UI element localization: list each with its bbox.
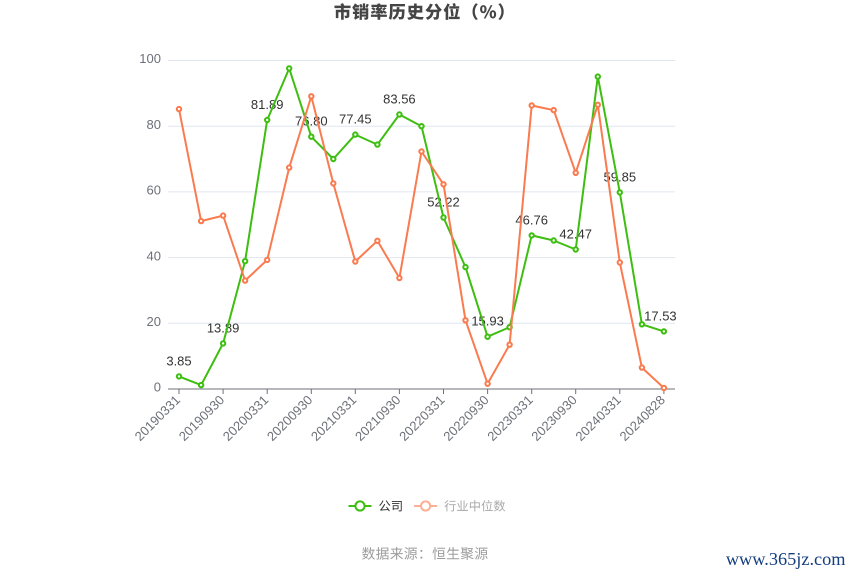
svg-text:60: 60 bbox=[147, 183, 161, 198]
svg-text:46.76: 46.76 bbox=[515, 212, 548, 227]
svg-text:77.45: 77.45 bbox=[339, 112, 372, 127]
svg-text:www.365jz.com: www.365jz.com bbox=[726, 549, 846, 569]
svg-text:13.89: 13.89 bbox=[207, 320, 240, 335]
svg-text:100: 100 bbox=[139, 51, 161, 66]
svg-text:17.53: 17.53 bbox=[644, 308, 677, 323]
svg-text:59.85: 59.85 bbox=[604, 169, 637, 184]
svg-text:52.22: 52.22 bbox=[427, 195, 460, 210]
svg-text:81.89: 81.89 bbox=[251, 97, 284, 112]
svg-text:15.93: 15.93 bbox=[471, 314, 504, 329]
svg-text:40: 40 bbox=[147, 248, 161, 263]
svg-text:20: 20 bbox=[147, 314, 161, 329]
svg-text:42.47: 42.47 bbox=[559, 227, 592, 242]
svg-text:3.85: 3.85 bbox=[166, 353, 191, 368]
svg-text:80: 80 bbox=[147, 117, 161, 132]
svg-text:83.56: 83.56 bbox=[383, 92, 416, 107]
svg-text:76.80: 76.80 bbox=[295, 114, 328, 129]
svg-text:0: 0 bbox=[154, 380, 161, 395]
